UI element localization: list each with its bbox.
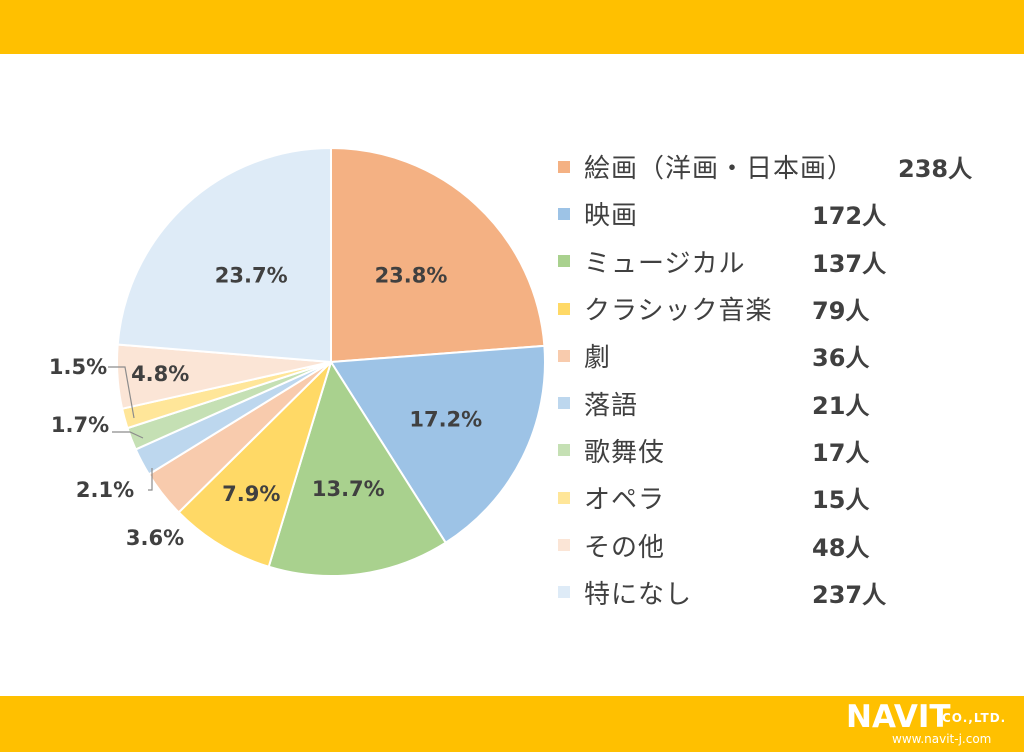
top-banner — [0, 0, 1024, 54]
legend-item: 劇 36人 — [552, 332, 992, 379]
legend-item: 落語 21人 — [552, 379, 992, 426]
pie-slice — [177, 361, 332, 568]
pie-slice-label: 23.8% — [375, 264, 448, 288]
legend-label: ミュージカル — [584, 248, 746, 279]
pie-slice — [329, 344, 546, 545]
legend-item: オペラ 15人 — [552, 474, 992, 521]
legend-swatch — [558, 539, 570, 552]
pie-slice-label: 23.7% — [215, 263, 288, 287]
legend-count: 172人 — [812, 202, 887, 231]
bottom-banner — [0, 696, 1024, 752]
legend-swatch — [558, 586, 570, 599]
legend-item: 歌舞伎 17人 — [552, 427, 992, 474]
legend-item: クラシック音楽 79人 — [552, 285, 992, 332]
legend-swatch — [558, 397, 570, 410]
legend-label: 落語 — [584, 390, 639, 421]
legend-item: その他 48人 — [552, 521, 992, 568]
legend-label: 劇 — [584, 343, 612, 374]
pie-slice-label: 17.2% — [409, 408, 482, 432]
legend-item: 特になし 237人 — [552, 569, 992, 616]
legend-swatch — [558, 160, 570, 173]
legend-label: クラシック音楽 — [584, 296, 773, 327]
legend-label: 映画 — [584, 201, 639, 232]
chart-legend: 絵画（洋画・日本画） 238人映画 172人ミュージカル 137人クラシック音楽 79人… — [552, 143, 992, 616]
callout-line — [148, 468, 153, 491]
legend-item: 絵画（洋画・日本画） 238人 — [552, 143, 992, 190]
legend-count: 237人 — [812, 580, 887, 609]
pie-slice-label: 7.9% — [222, 482, 280, 506]
legend-swatch — [558, 349, 570, 362]
legend-swatch — [558, 444, 570, 457]
pie-slice-label: 4.8% — [131, 362, 189, 386]
pie-slice — [267, 359, 448, 577]
pie-slice — [116, 146, 332, 364]
legend-count: 238人 — [898, 155, 973, 184]
pie-slice-label: 2.1% — [76, 478, 134, 502]
legend-count: 21人 — [812, 391, 870, 420]
legend-count: 36人 — [812, 344, 870, 373]
legend-label: その他 — [584, 532, 666, 563]
legend-swatch — [558, 255, 570, 268]
legend-label: 絵画（洋画・日本画） — [584, 154, 855, 185]
logo-url: www.navit-j.com — [892, 732, 992, 746]
legend-count: 137人 — [812, 249, 887, 278]
callout-line — [108, 366, 135, 419]
legend-count: 48人 — [812, 533, 870, 562]
legend-label: 特になし — [584, 579, 693, 610]
logo-suffix: CO.,LTD. — [942, 711, 1007, 725]
company-logo: NAVIT CO.,LTD. www.navit-j.com — [846, 700, 1018, 748]
legend-swatch — [558, 302, 570, 315]
pie-slice-label: 13.7% — [312, 477, 385, 501]
legend-swatch — [558, 491, 570, 504]
legend-count: 15人 — [812, 486, 870, 515]
pie-slice-label: 1.7% — [51, 413, 109, 437]
legend-count: 17人 — [812, 438, 870, 467]
legend-swatch — [558, 207, 570, 220]
legend-label: 歌舞伎 — [584, 437, 666, 468]
legend-item: ミュージカル 137人 — [552, 238, 992, 285]
pie-slice-label: 1.5% — [49, 355, 107, 379]
legend-label: オペラ — [584, 485, 666, 516]
legend-count: 79人 — [812, 297, 870, 326]
logo-brand: NAVIT — [846, 699, 951, 735]
pie-slice-label: 3.6% — [126, 526, 184, 550]
legend-item: 映画 172人 — [552, 190, 992, 237]
pie-slice — [330, 146, 546, 364]
callout-line — [112, 431, 144, 439]
